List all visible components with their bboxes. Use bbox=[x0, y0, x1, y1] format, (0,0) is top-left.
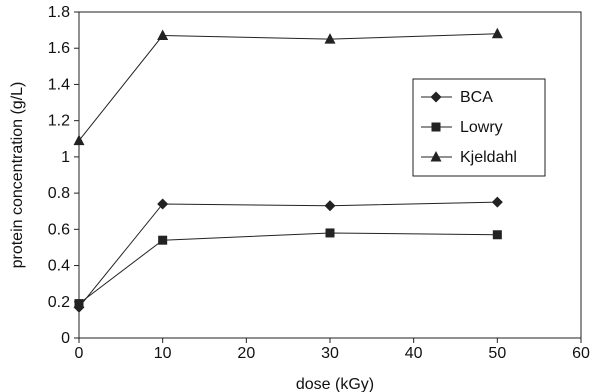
y-axis: 0 0.2 0.4 0.6 0.8 1 1.2 1.4 1.6 1.8 bbox=[48, 4, 79, 347]
series-line-kjeldahl bbox=[78, 33, 498, 141]
data-point-lowry bbox=[158, 235, 168, 245]
data-point-kjeldahl bbox=[491, 27, 503, 39]
legend-marker-bca bbox=[430, 91, 442, 103]
legend-label-lowry: Lowry bbox=[460, 119, 503, 136]
x-tick-label: 50 bbox=[488, 345, 506, 362]
data-point-lowry bbox=[74, 299, 84, 309]
legend-item-kjeldahl: Kjeldahl bbox=[421, 149, 517, 166]
series-kjeldahl bbox=[73, 27, 503, 146]
legend-marker-kjeldahl bbox=[430, 151, 442, 162]
x-tick-label: 60 bbox=[572, 345, 590, 362]
data-point-bca bbox=[157, 198, 169, 210]
y-tick-label: 1.8 bbox=[48, 4, 70, 21]
y-tick-label: 0.8 bbox=[48, 185, 70, 202]
series-bca bbox=[73, 196, 503, 313]
x-axis: 0 10 20 30 40 50 60 bbox=[75, 338, 590, 362]
x-tick-label: 40 bbox=[405, 345, 423, 362]
legend-box bbox=[412, 78, 546, 177]
y-tick-label: 0.4 bbox=[48, 258, 70, 275]
data-point-kjeldahl bbox=[157, 29, 169, 41]
y-tick-label: 1.4 bbox=[48, 76, 70, 93]
data-point-kjeldahl bbox=[73, 134, 85, 146]
y-tick-label: 1.6 bbox=[48, 40, 70, 57]
legend-label-bca: BCA bbox=[460, 89, 493, 106]
data-point-kjeldahl bbox=[324, 33, 336, 44]
legend-label-kjeldahl: Kjeldahl bbox=[460, 149, 517, 166]
x-axis-title: dose (kGy) bbox=[296, 376, 374, 392]
x-tick-label: 30 bbox=[321, 345, 339, 362]
series-layer bbox=[73, 27, 503, 313]
x-tick-label: 0 bbox=[75, 345, 84, 362]
y-tick-label: 1 bbox=[61, 149, 70, 166]
y-axis-title: protein concentration (g/L) bbox=[9, 82, 26, 269]
legend: BCA Lowry Kjeldahl bbox=[412, 78, 546, 177]
series-line-bca bbox=[78, 201, 498, 308]
series-lowry bbox=[74, 228, 502, 309]
data-point-lowry bbox=[325, 228, 335, 238]
legend-item-bca: BCA bbox=[421, 89, 493, 106]
data-point-lowry bbox=[492, 230, 502, 240]
plot-frame bbox=[78, 11, 582, 339]
y-tick-label: 0.6 bbox=[48, 221, 70, 238]
x-tick-label: 20 bbox=[237, 345, 255, 362]
y-tick-label: 0 bbox=[61, 330, 70, 347]
y-tick-label: 1.2 bbox=[48, 113, 70, 130]
data-point-bca bbox=[491, 196, 503, 208]
legend-marker-lowry bbox=[431, 122, 441, 132]
data-point-bca bbox=[324, 200, 336, 212]
series-line-lowry bbox=[78, 232, 498, 304]
y-tick-label: 0.2 bbox=[48, 294, 70, 311]
legend-item-lowry: Lowry bbox=[421, 119, 503, 136]
x-tick-label: 10 bbox=[154, 345, 172, 362]
